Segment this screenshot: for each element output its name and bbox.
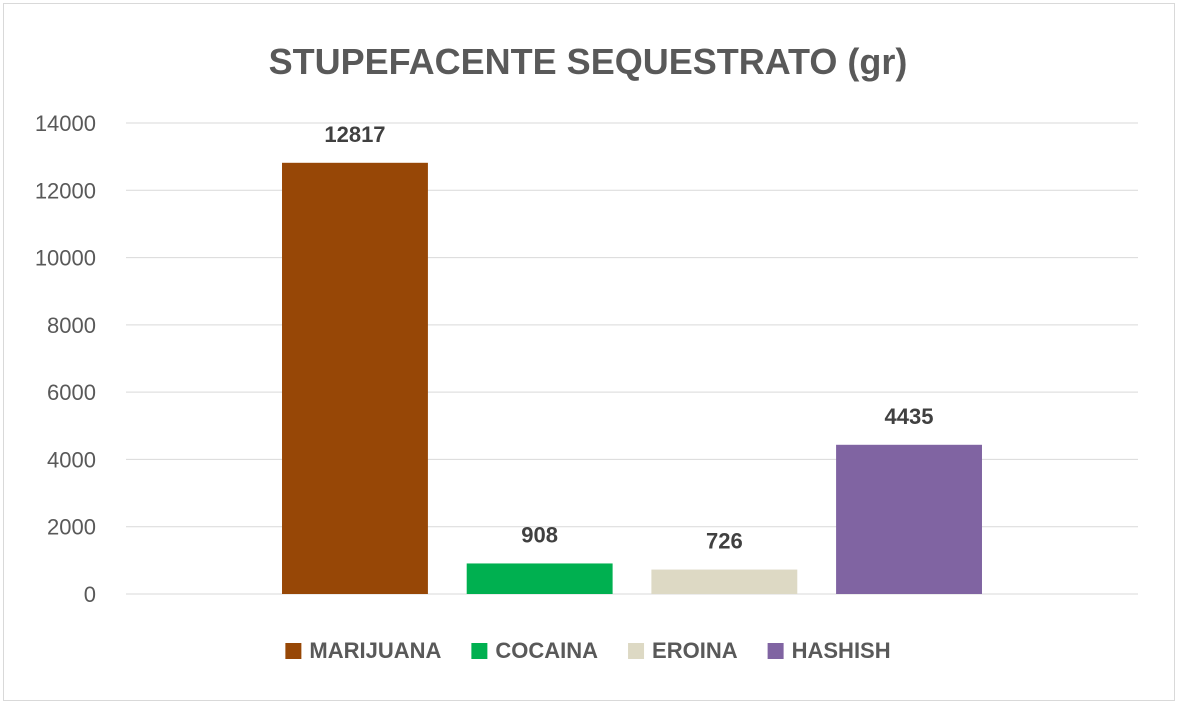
legend-label-cocaina: COCAINA xyxy=(495,638,598,663)
bar-hashish xyxy=(836,444,982,594)
y-tick-label: 8000 xyxy=(47,313,96,338)
chart-title: STUPEFACENTE SEQUESTRATO (gr) xyxy=(269,41,908,82)
chart-container: STUPEFACENTE SEQUESTRATO (gr) 0 2000 4000 6… xyxy=(3,3,1175,701)
legend-swatch-hashish xyxy=(767,643,784,659)
y-tick-label: 0 xyxy=(84,582,96,607)
y-tick-label: 2000 xyxy=(47,515,96,540)
y-tick-label: 6000 xyxy=(47,380,96,405)
data-label-marijuana: 12817 xyxy=(324,122,385,147)
legend: MARIJUANA COCAINA EROINA HASHISH xyxy=(285,638,891,663)
bars xyxy=(282,162,982,594)
legend-label-marijuana: MARIJUANA xyxy=(309,638,441,663)
y-tick-label: 10000 xyxy=(35,246,96,271)
gridlines xyxy=(126,122,1138,595)
legend-swatch-cocaina xyxy=(471,643,488,659)
legend-swatch-eroina xyxy=(628,643,645,659)
bar-marijuana xyxy=(282,162,428,594)
legend-label-hashish: HASHISH xyxy=(792,638,891,663)
bar-chart: STUPEFACENTE SEQUESTRATO (gr) 0 2000 4000 6… xyxy=(35,41,1138,663)
data-label-hashish: 4435 xyxy=(885,404,934,429)
y-tick-label: 14000 xyxy=(35,111,96,136)
data-labels: 12817 908 726 4435 xyxy=(324,122,933,554)
bar-cocaina xyxy=(466,563,613,594)
y-axis-ticks: 0 2000 4000 6000 8000 10000 12000 14000 xyxy=(35,111,96,607)
data-label-cocaina: 908 xyxy=(521,522,558,547)
bar-eroina xyxy=(651,569,798,594)
legend-swatch-marijuana xyxy=(285,643,302,659)
data-label-eroina: 726 xyxy=(706,529,743,554)
legend-label-eroina: EROINA xyxy=(652,638,738,663)
y-tick-label: 4000 xyxy=(47,447,96,472)
y-tick-label: 12000 xyxy=(35,178,96,203)
